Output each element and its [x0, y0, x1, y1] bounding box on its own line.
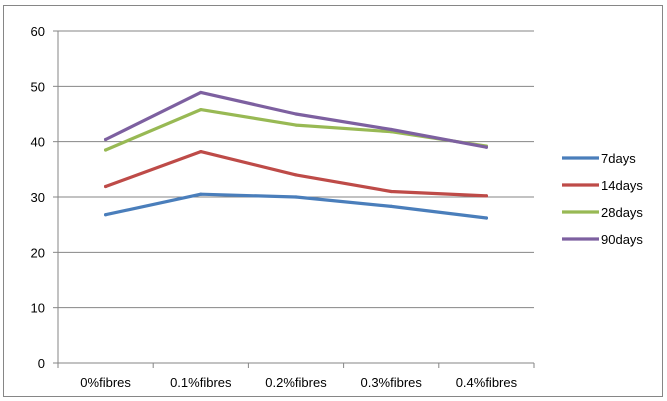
legend-label: 90days	[601, 232, 643, 247]
legend-item-14days: 14days	[562, 178, 643, 193]
data-point-28days	[199, 107, 203, 112]
x-tick-label: 0.2%fibres	[265, 375, 327, 390]
y-tick-label: 30	[31, 190, 45, 205]
axes	[53, 30, 535, 368]
x-tick-label: 0.3%fibres	[360, 375, 422, 390]
x-tick-label: 0.1%fibres	[170, 375, 232, 390]
series-line-28days	[103, 107, 488, 152]
data-point-7days	[294, 195, 298, 199]
data-point-28days	[294, 123, 298, 127]
legend-item-28days: 28days	[562, 205, 643, 220]
legend-label: 14days	[601, 178, 643, 193]
legend-item-90days: 90days	[562, 232, 643, 247]
y-tick-label: 20	[31, 245, 45, 260]
data-point-14days	[389, 189, 393, 194]
data-point-14days	[484, 194, 488, 198]
x-tick-label: 0%fibres	[80, 375, 131, 390]
legend: 7days 14days 28days 90days	[562, 151, 643, 247]
data-point-90days	[389, 127, 393, 132]
data-point-90days	[484, 145, 488, 149]
data-point-90days	[104, 137, 108, 142]
data-point-90days	[199, 90, 203, 95]
data-point-7days	[484, 216, 488, 220]
data-point-7days	[104, 213, 108, 217]
x-tick-label: 0.4%fibres	[456, 375, 518, 390]
data-point-14days	[199, 150, 203, 154]
x-axis-tick-labels: 0%fibres 0.1%fibres 0.2%fibres 0.3%fibres 0.…	[80, 375, 517, 390]
y-axis-tick-labels: 0 10 20 30 40 50 60	[31, 24, 45, 371]
y-tick-label: 10	[31, 301, 45, 316]
y-tick-label: 0	[38, 356, 45, 371]
data-point-28days	[104, 148, 108, 152]
legend-label: 7days	[601, 151, 636, 166]
data-point-14days	[104, 184, 108, 189]
data-point-7days	[199, 192, 203, 196]
y-tick-label: 50	[31, 79, 45, 94]
data-point-14days	[294, 173, 298, 177]
data-point-7days	[389, 204, 393, 209]
series-lines	[103, 90, 488, 220]
legend-item-7days: 7days	[562, 151, 636, 166]
legend-label: 28days	[601, 205, 643, 220]
gridlines	[58, 30, 534, 309]
y-tick-label: 40	[31, 135, 45, 150]
y-tick-label: 60	[31, 24, 45, 39]
data-point-90days	[294, 112, 298, 116]
